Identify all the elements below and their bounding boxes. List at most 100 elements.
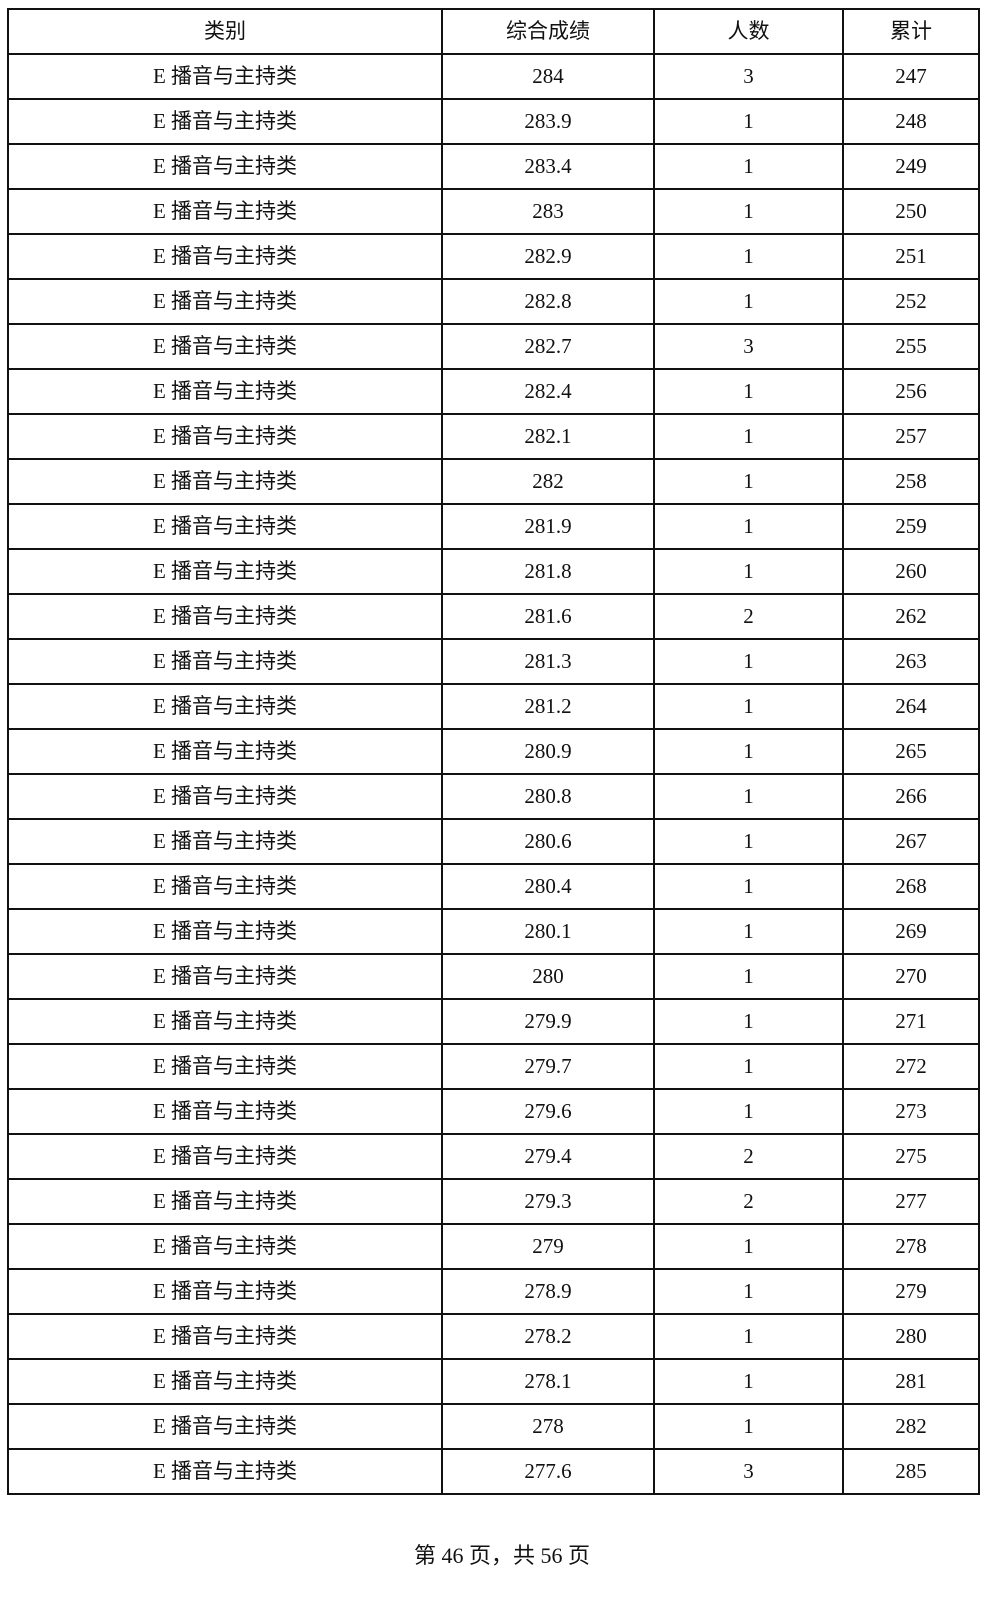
- cell-cumulative: 285: [842, 1448, 980, 1495]
- cell-cumulative: 279: [842, 1268, 980, 1315]
- cell-count: 3: [653, 53, 844, 100]
- cell-score: 281.2: [441, 683, 655, 730]
- cell-cumulative: 265: [842, 728, 980, 775]
- cell-category: E 播音与主持类: [7, 953, 443, 1000]
- cell-score: 278.9: [441, 1268, 655, 1315]
- cell-count: 1: [653, 1043, 844, 1090]
- cell-cumulative: 267: [842, 818, 980, 865]
- cell-score: 280.1: [441, 908, 655, 955]
- cell-score: 278: [441, 1403, 655, 1450]
- cell-score: 279.7: [441, 1043, 655, 1090]
- table-row: E 播音与主持类 280.1 1 269: [7, 908, 980, 955]
- cell-category: E 播音与主持类: [7, 278, 443, 325]
- cell-score: 280.4: [441, 863, 655, 910]
- cell-category: E 播音与主持类: [7, 1133, 443, 1180]
- score-table: 类别 综合成绩 人数 累计 E 播音与主持类 284 3 247 E 播音与主持类 283…: [7, 8, 980, 1495]
- cell-score: 282.9: [441, 233, 655, 280]
- table-row: E 播音与主持类 279.9 1 271: [7, 998, 980, 1045]
- table-row: E 播音与主持类 277.6 3 285: [7, 1448, 980, 1495]
- cell-cumulative: 270: [842, 953, 980, 1000]
- cell-score: 282.1: [441, 413, 655, 460]
- cell-count: 1: [653, 503, 844, 550]
- cell-category: E 播音与主持类: [7, 53, 443, 100]
- cell-category: E 播音与主持类: [7, 98, 443, 145]
- table-row: E 播音与主持类 284 3 247: [7, 53, 980, 100]
- cell-score: 282.7: [441, 323, 655, 370]
- cell-score: 279.6: [441, 1088, 655, 1135]
- cell-category: E 播音与主持类: [7, 1178, 443, 1225]
- table-row: E 播音与主持类 283.4 1 249: [7, 143, 980, 190]
- cell-category: E 播音与主持类: [7, 458, 443, 505]
- cell-score: 280.6: [441, 818, 655, 865]
- cell-cumulative: 252: [842, 278, 980, 325]
- cell-count: 1: [653, 143, 844, 190]
- table-row: E 播音与主持类 279 1 278: [7, 1223, 980, 1270]
- cell-cumulative: 281: [842, 1358, 980, 1405]
- table-row: E 播音与主持类 282 1 258: [7, 458, 980, 505]
- cell-score: 281.3: [441, 638, 655, 685]
- table-row: E 播音与主持类 281.9 1 259: [7, 503, 980, 550]
- cell-cumulative: 251: [842, 233, 980, 280]
- cell-count: 1: [653, 1088, 844, 1135]
- cell-count: 3: [653, 1448, 844, 1495]
- table-row: E 播音与主持类 283.9 1 248: [7, 98, 980, 145]
- cell-score: 277.6: [441, 1448, 655, 1495]
- cell-category: E 播音与主持类: [7, 1448, 443, 1495]
- cell-cumulative: 271: [842, 998, 980, 1045]
- cell-category: E 播音与主持类: [7, 503, 443, 550]
- cell-score: 280.9: [441, 728, 655, 775]
- cell-category: E 播音与主持类: [7, 1358, 443, 1405]
- cell-category: E 播音与主持类: [7, 1223, 443, 1270]
- cell-count: 1: [653, 863, 844, 910]
- cell-count: 1: [653, 1268, 844, 1315]
- cell-cumulative: 278: [842, 1223, 980, 1270]
- cell-cumulative: 275: [842, 1133, 980, 1180]
- table-row: E 播音与主持类 280.4 1 268: [7, 863, 980, 910]
- cell-count: 1: [653, 1403, 844, 1450]
- cell-category: E 播音与主持类: [7, 233, 443, 280]
- cell-score: 283.4: [441, 143, 655, 190]
- cell-count: 2: [653, 593, 844, 640]
- cell-score: 279.3: [441, 1178, 655, 1225]
- table-row: E 播音与主持类 279.7 1 272: [7, 1043, 980, 1090]
- cell-score: 282: [441, 458, 655, 505]
- table-row: E 播音与主持类 280 1 270: [7, 953, 980, 1000]
- cell-count: 1: [653, 683, 844, 730]
- cell-cumulative: 259: [842, 503, 980, 550]
- table-row: E 播音与主持类 279.3 2 277: [7, 1178, 980, 1225]
- table-row: E 播音与主持类 279.6 1 273: [7, 1088, 980, 1135]
- cell-cumulative: 264: [842, 683, 980, 730]
- cell-category: E 播音与主持类: [7, 368, 443, 415]
- cell-count: 1: [653, 1223, 844, 1270]
- cell-cumulative: 255: [842, 323, 980, 370]
- table-row: E 播音与主持类 282.9 1 251: [7, 233, 980, 280]
- cell-count: 1: [653, 548, 844, 595]
- cell-category: E 播音与主持类: [7, 323, 443, 370]
- cell-count: 1: [653, 638, 844, 685]
- cell-category: E 播音与主持类: [7, 728, 443, 775]
- cell-score: 278.1: [441, 1358, 655, 1405]
- cell-score: 283.9: [441, 98, 655, 145]
- cell-score: 281.8: [441, 548, 655, 595]
- cell-cumulative: 250: [842, 188, 980, 235]
- cell-cumulative: 260: [842, 548, 980, 595]
- cell-count: 1: [653, 953, 844, 1000]
- cell-category: E 播音与主持类: [7, 998, 443, 1045]
- cell-score: 281.9: [441, 503, 655, 550]
- cell-cumulative: 273: [842, 1088, 980, 1135]
- table-row: E 播音与主持类 281.6 2 262: [7, 593, 980, 640]
- header-row: 类别 综合成绩 人数 累计: [7, 8, 980, 55]
- cell-cumulative: 263: [842, 638, 980, 685]
- cell-category: E 播音与主持类: [7, 413, 443, 460]
- cell-cumulative: 266: [842, 773, 980, 820]
- cell-count: 3: [653, 323, 844, 370]
- cell-category: E 播音与主持类: [7, 143, 443, 190]
- table-row: E 播音与主持类 280.9 1 265: [7, 728, 980, 775]
- header-count: 人数: [653, 8, 844, 55]
- cell-count: 1: [653, 233, 844, 280]
- cell-cumulative: 248: [842, 98, 980, 145]
- cell-count: 1: [653, 908, 844, 955]
- cell-count: 1: [653, 278, 844, 325]
- cell-cumulative: 269: [842, 908, 980, 955]
- cell-category: E 播音与主持类: [7, 683, 443, 730]
